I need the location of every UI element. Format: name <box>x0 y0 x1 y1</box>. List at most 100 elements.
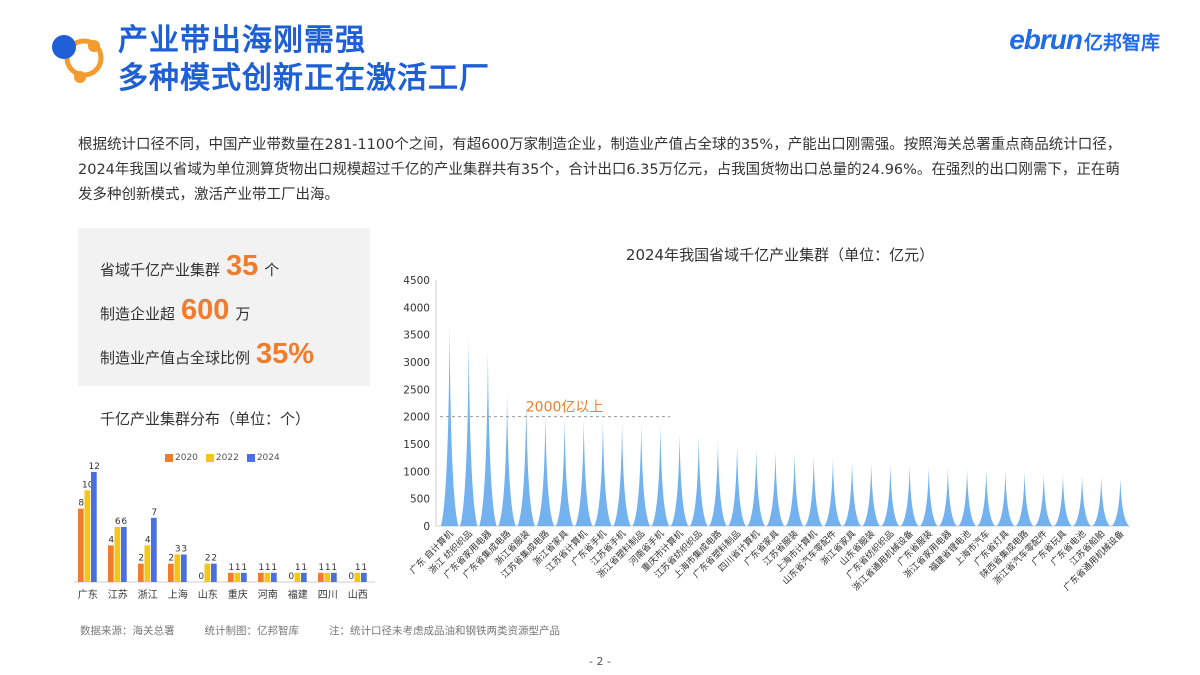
cluster-bar <box>460 337 478 526</box>
bar-2024 <box>301 572 307 582</box>
cluster-bar <box>670 434 689 526</box>
data-label: 1 <box>235 563 241 573</box>
data-label: 4 <box>108 535 114 545</box>
title-line-2: 多种模式创新正在激活工厂 <box>118 61 490 96</box>
page-title: 产业带出海刚需强 多种模式创新正在激活工厂 <box>118 22 490 98</box>
cluster-bar <box>498 393 516 526</box>
bar-2024 <box>361 572 367 582</box>
bar-2022 <box>84 490 91 582</box>
bar-2022 <box>114 527 121 582</box>
footer-source: 数据来源：海关总署 <box>80 625 175 637</box>
data-label: 1 <box>295 563 301 573</box>
title-line-1: 产业带出海刚需强 <box>118 23 366 58</box>
bar-2024 <box>241 572 247 582</box>
data-label: 0 <box>198 572 204 582</box>
data-label: 1 <box>265 563 271 573</box>
category-label: 江苏 <box>108 588 128 601</box>
cluster-bar <box>536 413 555 526</box>
footer-note: 注：统计口径未考虑成品油和钢铁两类资源型产品 <box>329 625 560 637</box>
cluster-bar <box>728 444 746 526</box>
y-tick-label: 4000 <box>403 302 430 314</box>
cluster-bar <box>1092 476 1110 526</box>
big-chart-title: 2024年我国省域千亿产业集群（单位：亿元） <box>625 246 935 264</box>
y-tick-label: 1000 <box>403 466 430 478</box>
kpi-unit: 万 <box>235 305 251 323</box>
data-label: 2 <box>211 554 217 564</box>
data-label: 12 <box>89 462 100 472</box>
cluster-bar <box>632 423 650 526</box>
data-label: 0 <box>348 572 354 582</box>
bar-2020 <box>318 572 324 582</box>
cluster-bar <box>939 468 957 526</box>
cluster-bar <box>843 460 861 526</box>
cluster-bar <box>651 424 670 526</box>
brand-latin: ebrun <box>1009 24 1083 55</box>
y-tick-label: 3500 <box>403 330 430 342</box>
bar-2024 <box>211 563 217 582</box>
annotation-label: 2000亿以上 <box>526 400 604 416</box>
cluster-bar <box>1015 471 1034 526</box>
y-tick-label: 3000 <box>403 357 430 369</box>
data-label: 6 <box>121 517 127 527</box>
category-label: 重庆 <box>228 588 248 601</box>
category-label: 山西 <box>348 589 368 601</box>
category-label: 福建 <box>288 588 308 601</box>
brand-cn: 亿邦智库 <box>1083 32 1160 54</box>
kpi-panel: 省域千亿产业集群 35 个 制造企业超 600 万 制造业产值占全球比例 35% <box>78 228 370 386</box>
kpi-label: 制造企业超 <box>100 305 176 323</box>
data-label: 0 <box>288 572 294 582</box>
y-tick-label: 1500 <box>403 439 430 451</box>
data-label: 1 <box>355 563 361 573</box>
data-label: 1 <box>258 563 264 573</box>
bar-2022 <box>234 572 241 582</box>
category-label: 河南 <box>258 588 278 601</box>
data-label: 2 <box>205 554 211 564</box>
kpi-value: 35 <box>226 250 259 282</box>
category-label: 山东 <box>198 588 218 601</box>
kpi-clusters: 省域千亿产业集群 35 个 <box>100 250 279 283</box>
cluster-bar <box>766 451 785 526</box>
data-label: 7 <box>151 508 157 518</box>
data-label: 1 <box>301 563 307 573</box>
data-label: 2 <box>168 554 174 564</box>
cluster-bar <box>900 465 919 526</box>
legend-item-2022: 2022 <box>205 453 239 463</box>
cluster-bar <box>575 418 593 526</box>
cluster-bar <box>709 440 727 526</box>
cluster-bar <box>594 419 612 526</box>
kpi-label: 省域千亿产业集群 <box>100 261 221 279</box>
bar-2022 <box>264 572 271 582</box>
cluster-bar <box>613 422 631 526</box>
legend-label: 2022 <box>215 453 239 463</box>
data-label: 8 <box>78 499 84 509</box>
bar-2022 <box>294 572 301 582</box>
data-label: 6 <box>115 517 121 527</box>
bar-2020 <box>228 572 234 582</box>
bar-2024 <box>331 572 337 582</box>
cluster-bar <box>958 469 976 526</box>
bar-2020 <box>108 545 114 582</box>
bar-2022 <box>204 563 211 582</box>
brand-logo: ebrun 亿邦智库 <box>1009 24 1160 56</box>
legend-label: 2020 <box>175 453 198 463</box>
data-label: 1 <box>228 563 234 573</box>
cluster-bar <box>690 436 708 526</box>
legend-swatch <box>246 454 255 462</box>
category-label: 广东 <box>78 588 98 601</box>
legend-swatch <box>165 454 173 462</box>
bar-2022 <box>144 545 151 582</box>
category-label: 浙江 <box>138 589 158 601</box>
legend-swatch <box>205 454 214 462</box>
data-label: 3 <box>175 545 181 555</box>
y-tick-label: 2000 <box>403 412 430 424</box>
bar-2020 <box>138 563 144 582</box>
cluster-bar <box>785 452 804 526</box>
kpi-label: 制造业产值占全球比例 <box>100 349 251 367</box>
data-label: 1 <box>241 563 247 573</box>
cluster-bar <box>1111 477 1130 526</box>
cluster-bar <box>1035 473 1053 526</box>
cluster-bar <box>996 470 1015 526</box>
cluster-bar <box>824 458 842 526</box>
category-label: 上海 <box>168 588 188 601</box>
